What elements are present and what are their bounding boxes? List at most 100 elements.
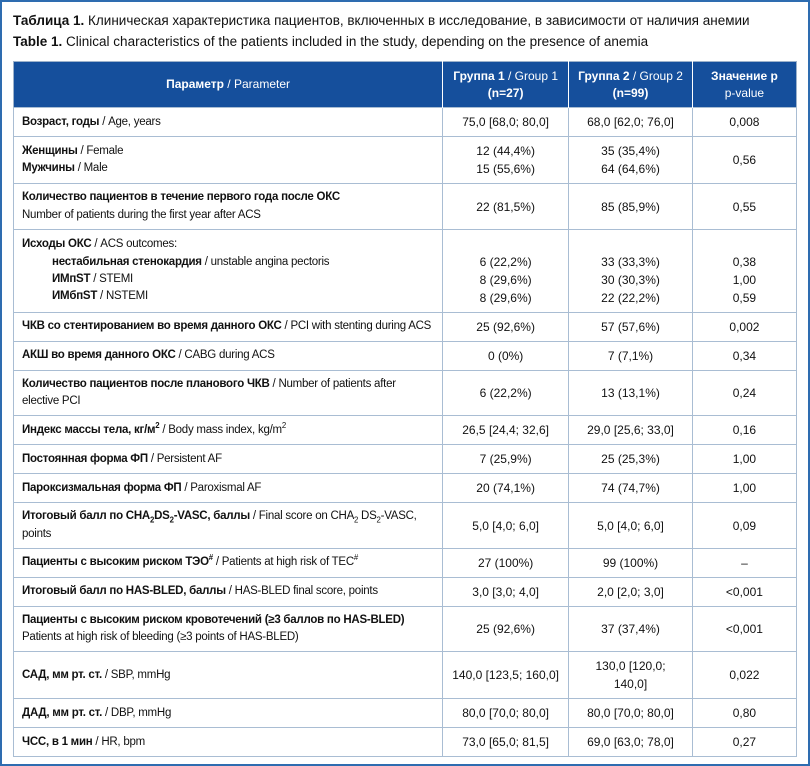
value-line: 80,0 [70,0; 80,0]	[587, 706, 674, 721]
table-row: Пациенты с высоким риском ТЭО# / Patient…	[12, 547, 798, 578]
pvalue-cell: 0,56	[691, 136, 798, 185]
value-line: 30 (30,3%)	[601, 272, 660, 287]
value-line: 68,0 [62,0; 76,0]	[587, 115, 674, 130]
value-line: 6 (22,2%)	[479, 254, 532, 269]
group2-value-cell: 5,0 [4,0; 6,0]	[568, 502, 693, 549]
table-caption-en-text: Clinical characteristics of the patients…	[66, 33, 649, 49]
pvalue-cell: 0,16	[691, 415, 798, 446]
table-caption-ru: Таблица 1. Клиническая характеристика па…	[13, 11, 797, 32]
value-line: 1,00	[732, 481, 757, 496]
group1-value-cell: 6 (22,2%)	[442, 369, 570, 417]
group1-value-cell: 25 (92,6%)	[442, 311, 570, 342]
value-line: 0,16	[732, 423, 757, 438]
group2-value-cell: 29,0 [25,6; 33,0]	[568, 415, 693, 446]
value-line: 8 (29,6%)	[479, 272, 532, 287]
pvalue-cell: <0,001	[691, 605, 798, 653]
label-line: Пароксизмальная форма ФП / Paroxismal AF	[22, 481, 262, 494]
parameter-cell: Количество пациентов в течение первого г…	[12, 183, 444, 230]
group2-value-cell: 7 (7,1%)	[568, 340, 693, 371]
value-line: 29,0 [25,6; 33,0]	[587, 423, 674, 438]
value-line: 13 (13,1%)	[601, 386, 660, 401]
group1-value-cell: 25 (92,6%)	[442, 605, 570, 653]
group1-value-cell: 75,0 [68,0; 80,0]	[442, 107, 570, 138]
value-line: 5,0 [4,0; 6,0]	[472, 518, 539, 533]
value-line	[701, 235, 788, 253]
table-caption-ru-number: Таблица 1.	[13, 13, 85, 28]
group2-value-cell: 68,0 [62,0; 76,0]	[568, 107, 693, 138]
value-line: 1,00	[732, 272, 757, 287]
value-line: 130,0 [120,0; 140,0]	[595, 659, 666, 692]
group2-value-cell: 13 (13,1%)	[568, 369, 693, 417]
value-line: 0,008	[729, 115, 760, 130]
table-row: Постоянная форма ФП / Persistent AF 7 (25…	[12, 444, 798, 475]
value-line: 0,24	[732, 386, 757, 401]
label-line: Пациенты с высоким риском ТЭО# / Patient…	[22, 553, 358, 569]
table-row: АКШ во время данного ОКС / CABG during A…	[12, 340, 798, 371]
group1-value-cell: 6 (22,2%) 8 (29,6%) 8 (29,6%)	[442, 228, 570, 313]
group2-value-cell: 85 (85,9%)	[568, 183, 693, 230]
value-line: 0,38	[732, 254, 757, 269]
label-line: Значение p	[711, 68, 778, 83]
value-line: 57 (57,6%)	[601, 319, 660, 334]
group1-value-cell: 12 (44,4%) 15 (55,6%)	[442, 136, 570, 185]
table-row: Индекс массы тела, кг/м2 / Body mass ind…	[12, 415, 798, 446]
parameter-cell: Пациенты с высоким риском кровотечений (…	[12, 605, 444, 653]
group2-value-cell: 37 (37,4%)	[568, 605, 693, 653]
group1-value-cell: 26,5 [24,4; 32,6]	[442, 415, 570, 446]
value-line: 0,002	[729, 319, 760, 334]
group1-value-cell: 20 (74,1%)	[442, 473, 570, 504]
table-row: ЧКВ со стентированием во время данного О…	[12, 311, 798, 342]
label-line: Индекс массы тела, кг/м2 / Body mass ind…	[22, 420, 286, 436]
table-header: Параметр / Parameter Группа 1 / Group 1 (n…	[13, 61, 797, 108]
header-cell-pvalue: Значение p p-value	[691, 61, 797, 108]
pvalue-cell: –	[691, 547, 798, 578]
parameter-cell: ЧСС, в 1 мин / HR, bpm	[12, 727, 444, 758]
value-line: 1,00	[732, 452, 757, 467]
label-line: Женщины / Female	[22, 145, 124, 158]
value-line: 37 (37,4%)	[601, 622, 660, 637]
label-line: ИМпST / STEMI	[52, 272, 133, 285]
value-line: 0,34	[732, 348, 757, 363]
value-line: 80,0 [70,0; 80,0]	[462, 706, 549, 721]
label-line: Исходы ОКС / ACS outcomes:	[22, 238, 177, 251]
value-line: <0,001	[725, 584, 763, 599]
group2-value-cell: 74 (74,7%)	[568, 473, 693, 504]
header-cell-parameter: Параметр / Parameter	[13, 61, 443, 108]
table-row: Женщины / Female Мужчины / Male 12 (44,4%)…	[12, 136, 798, 185]
group2-value-cell: 35 (35,4%) 64 (64,6%)	[568, 136, 693, 185]
pvalue-cell: 0,34	[691, 340, 798, 371]
value-line	[451, 235, 560, 253]
table-row: Пароксизмальная форма ФП / Paroxismal AF…	[12, 473, 798, 504]
value-line: 3,0 [3,0; 4,0]	[472, 584, 539, 599]
parameter-cell: Итоговый балл по HAS-BLED, баллы / HAS-B…	[12, 576, 444, 607]
header-cell-group1: Группа 1 / Group 1 (n=27)	[442, 61, 569, 108]
label-line: Пациенты с высоким риском кровотечений (…	[22, 613, 405, 626]
pvalue-cell: 0,38 1,00 0,59	[691, 228, 798, 313]
parameter-cell: ЧКВ со стентированием во время данного О…	[12, 311, 444, 342]
value-line: 15 (55,6%)	[476, 162, 535, 177]
label-line: (n=27)	[487, 85, 524, 100]
label-line: Постоянная форма ФП / Persistent AF	[22, 452, 222, 465]
parameter-cell: Исходы ОКС / ACS outcomes: нестабильная с…	[12, 228, 444, 313]
value-line: 7 (7,1%)	[607, 348, 654, 363]
header-cell-group2: Группа 2 / Group 2 (n=99)	[568, 61, 693, 108]
parameter-cell: Итоговый балл по CHA2DS2-VASC, баллы / F…	[12, 502, 444, 549]
pvalue-cell: 0,24	[691, 369, 798, 417]
label-line: Patients at high risk of bleeding (≥3 po…	[22, 631, 299, 644]
value-line: 0,80	[732, 706, 757, 721]
label-line: (n=99)	[612, 85, 649, 100]
pvalue-cell: 1,00	[691, 473, 798, 504]
table-row: Количество пациентов в течение первого г…	[12, 183, 798, 230]
group2-value-cell: 57 (57,6%)	[568, 311, 693, 342]
label-line: Итоговый балл по CHA2DS2-VASC, баллы / F…	[22, 510, 417, 540]
value-line: 64 (64,6%)	[601, 162, 660, 177]
group1-value-cell: 22 (81,5%)	[442, 183, 570, 230]
table-caption-en: Table 1. Clinical characteristics of the…	[13, 32, 797, 53]
table-row: ДАД, мм рт. ст. / DBP, mmHg 80,0 [70,0; 8…	[12, 698, 798, 729]
pvalue-cell: 0,27	[691, 727, 798, 758]
value-line: 5,0 [4,0; 6,0]	[597, 518, 664, 533]
value-line	[577, 235, 684, 253]
value-line: 99 (100%)	[602, 555, 659, 570]
value-line: 0,022	[729, 668, 760, 683]
value-line: 8 (29,6%)	[479, 290, 532, 305]
